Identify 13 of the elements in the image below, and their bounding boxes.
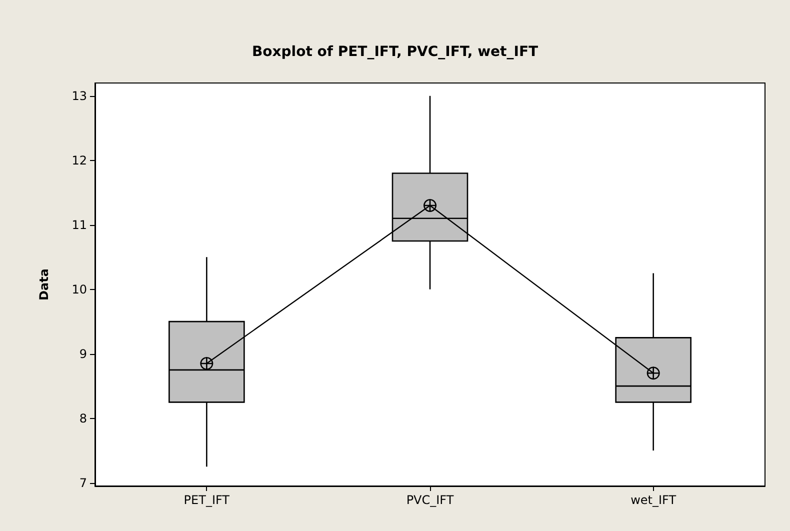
y-tick-label: 7 [79, 476, 87, 490]
x-tick-label: PET_IFT [184, 493, 230, 507]
point [646, 366, 660, 380]
y-tick-label: 13 [72, 88, 87, 103]
chart-title: Boxplot of PET_IFT, PVC_IFT, wet_IFT [252, 44, 539, 60]
y-axis-title: Data [37, 268, 51, 300]
y-tick-label: 11 [72, 218, 87, 232]
y-tick-label: 8 [79, 411, 87, 426]
y-tick-label: 9 [79, 346, 87, 361]
y-tick-label: 12 [72, 153, 87, 168]
x-tick-label: PVC_IFT [406, 493, 454, 507]
y-tick-label: 10 [72, 282, 87, 296]
x-tick-label: wet_IFT [630, 493, 677, 507]
